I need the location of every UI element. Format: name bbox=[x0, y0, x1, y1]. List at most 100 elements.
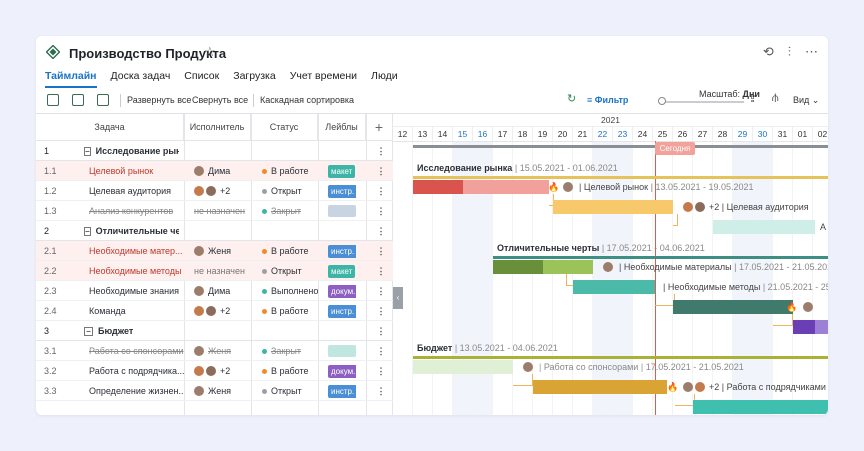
assignee-cell[interactable]: Женя bbox=[194, 341, 258, 361]
more-icon[interactable]: ⋯ bbox=[805, 44, 818, 59]
outline-view-icon[interactable] bbox=[47, 94, 59, 106]
table-row[interactable]: 2.4 Команда +2 В работе инстр. ⋮ bbox=[36, 301, 393, 321]
row-menu-icon[interactable]: ⋮ bbox=[376, 145, 386, 156]
label-cell[interactable]: инстр. bbox=[328, 301, 356, 321]
assignee-cell[interactable]: Дима bbox=[194, 161, 258, 181]
task-bar-target-audience[interactable] bbox=[553, 200, 673, 214]
collapse-toggle-icon[interactable]: − bbox=[84, 146, 91, 156]
tab-list[interactable]: Список bbox=[184, 70, 220, 82]
task-bar-materials[interactable] bbox=[543, 260, 593, 274]
settings-sliders-icon[interactable]: ⫶ bbox=[787, 44, 791, 59]
collapse-all-button[interactable]: Свернуть все bbox=[192, 95, 249, 105]
task-name[interactable]: Анализ конкурентов bbox=[89, 206, 174, 216]
assignee-cell[interactable]: +2 bbox=[194, 361, 258, 381]
collapse-toggle-icon[interactable]: − bbox=[84, 326, 93, 336]
status-cell[interactable]: Закрыт bbox=[262, 341, 326, 361]
task-bar-team[interactable] bbox=[815, 320, 828, 334]
row-menu-icon[interactable]: ⋮ bbox=[376, 245, 386, 256]
label-cell[interactable]: инстр. bbox=[328, 241, 356, 261]
task-bar-lifecycle[interactable] bbox=[693, 400, 828, 414]
status-cell[interactable]: Открыт bbox=[262, 381, 326, 401]
assignee-cell[interactable]: не назначен bbox=[194, 266, 245, 276]
tab-timeline[interactable]: Таймлайн bbox=[45, 70, 97, 88]
table-row[interactable]: 1.2 Целевая аудитория +2 Открыт инстр. ⋮ bbox=[36, 181, 393, 201]
label-cell[interactable]: докум. bbox=[328, 361, 356, 381]
row-menu-icon[interactable]: ⋮ bbox=[376, 305, 386, 316]
task-name[interactable]: Необходимые матер... bbox=[89, 246, 183, 256]
scale-slider-knob[interactable] bbox=[658, 97, 666, 105]
cascade-sort-button[interactable]: Каскадная сортировка bbox=[260, 95, 354, 105]
tab-time-tracking[interactable]: Учет времени bbox=[289, 70, 358, 82]
task-name[interactable]: Определение жизнен... bbox=[89, 386, 184, 396]
assignee-cell[interactable]: не назначен bbox=[194, 206, 245, 216]
status-cell[interactable]: Выполнено bbox=[262, 281, 326, 301]
row-menu-icon[interactable]: ⋮ bbox=[376, 285, 386, 296]
row-menu-icon[interactable]: ⋮ bbox=[376, 365, 386, 376]
task-bar-competitor-analysis[interactable] bbox=[713, 220, 815, 234]
header-assignee[interactable]: Исполнитель bbox=[184, 114, 251, 141]
refresh-icon[interactable]: ↻ bbox=[567, 93, 577, 105]
task-bar-target-market-done[interactable] bbox=[413, 180, 463, 194]
group-row[interactable]: 1 −Исследование рынка ⋮ bbox=[36, 141, 393, 161]
assignee-cell[interactable]: Дима bbox=[194, 281, 258, 301]
status-cell[interactable]: Закрыт bbox=[262, 201, 326, 221]
history-icon[interactable]: ⟲ bbox=[762, 44, 774, 59]
assignee-cell[interactable]: +2 bbox=[194, 301, 258, 321]
table-row[interactable]: 2.3 Необходимые знания Дима Выполнено докум.… bbox=[36, 281, 393, 301]
label-cell[interactable]: докум. bbox=[328, 281, 356, 301]
row-menu-icon[interactable]: ⋮ bbox=[376, 205, 386, 216]
assignee-cell[interactable]: Женя bbox=[194, 241, 258, 261]
task-bar-target-market[interactable] bbox=[463, 180, 549, 194]
label-cell[interactable]: макет bbox=[328, 261, 356, 281]
add-column-icon[interactable]: + bbox=[366, 114, 393, 141]
row-menu-icon[interactable]: ⋮ bbox=[376, 165, 386, 176]
assignee-cell[interactable]: Женя bbox=[194, 381, 258, 401]
status-cell[interactable]: В работе bbox=[262, 301, 326, 321]
table-row[interactable]: 3.1 Работа со спонсорами Женя Закрыт ⋮ bbox=[36, 341, 393, 361]
export-icon[interactable]: ⇪ bbox=[748, 93, 758, 105]
task-bar-contractors[interactable] bbox=[533, 380, 667, 394]
task-bar-team-done[interactable] bbox=[793, 320, 815, 334]
filter-button[interactable]: ≡ Фильтр bbox=[587, 95, 629, 105]
group-row[interactable]: 2 −Отличительные черты ⋮ bbox=[36, 221, 393, 241]
task-name[interactable]: Целевая аудитория bbox=[89, 186, 171, 196]
expand-all-button[interactable]: Развернуть все bbox=[127, 95, 192, 105]
scale-slider[interactable] bbox=[662, 101, 744, 103]
collapse-toggle-icon[interactable]: − bbox=[84, 226, 91, 236]
status-cell[interactable]: Открыт bbox=[262, 261, 326, 281]
baseline-icon[interactable]: ⫛ bbox=[772, 92, 779, 104]
table-row[interactable]: 3.2 Работа с подрядчика... +2 В работе докум… bbox=[36, 361, 393, 381]
task-name[interactable]: Работа со спонсорами bbox=[89, 346, 184, 356]
task-name[interactable]: Необходимые знания bbox=[89, 286, 179, 296]
row-menu-icon[interactable]: ⋮ bbox=[376, 345, 386, 356]
table-row[interactable]: 1.3 Анализ конкурентов не назначен Закрыт ⋮ bbox=[36, 201, 393, 221]
tab-people[interactable]: Люди bbox=[371, 70, 398, 82]
row-menu-icon[interactable]: ⋮ bbox=[376, 185, 386, 196]
task-name[interactable]: Команда bbox=[89, 306, 126, 316]
label-cell[interactable] bbox=[328, 201, 356, 221]
assignee-cell[interactable]: +2 bbox=[194, 181, 258, 201]
header-status[interactable]: Статус bbox=[251, 114, 318, 141]
task-name[interactable]: Целевой рынок bbox=[89, 166, 154, 176]
label-cell[interactable]: инстр. bbox=[328, 181, 356, 201]
favorite-star-icon[interactable]: ☆ bbox=[204, 44, 216, 59]
group-row[interactable]: 3 − Бюджет ⋮ bbox=[36, 321, 393, 341]
task-bar-methods[interactable] bbox=[573, 280, 655, 294]
label-cell[interactable]: макет bbox=[328, 161, 356, 181]
task-bar-materials-done[interactable] bbox=[493, 260, 543, 274]
row-menu-icon[interactable]: ⋮ bbox=[376, 265, 386, 276]
status-cell[interactable]: В работе bbox=[262, 361, 326, 381]
label-cell[interactable]: инстр. bbox=[328, 381, 356, 401]
header-task[interactable]: Задача bbox=[36, 114, 184, 141]
task-bar-sponsors[interactable] bbox=[413, 360, 513, 374]
task-name[interactable]: Необходимые методы bbox=[89, 266, 182, 276]
label-cell[interactable] bbox=[328, 341, 356, 361]
table-row[interactable]: 2.2 Необходимые методы не назначен Открыт ма… bbox=[36, 261, 393, 281]
task-name[interactable]: Работа с подрядчика... bbox=[89, 366, 184, 376]
table-row[interactable]: 3.3 Определение жизнен... Женя Открыт инстр.… bbox=[36, 381, 393, 401]
header-labels[interactable]: Лейблы bbox=[318, 114, 366, 141]
table-row[interactable]: 2.1 Необходимые матер... Женя В работе инстр… bbox=[36, 241, 393, 261]
collapse-table-handle[interactable]: ‹ bbox=[393, 287, 403, 309]
task-bar-knowledge[interactable] bbox=[673, 300, 793, 314]
row-menu-icon[interactable]: ⋮ bbox=[376, 325, 386, 336]
